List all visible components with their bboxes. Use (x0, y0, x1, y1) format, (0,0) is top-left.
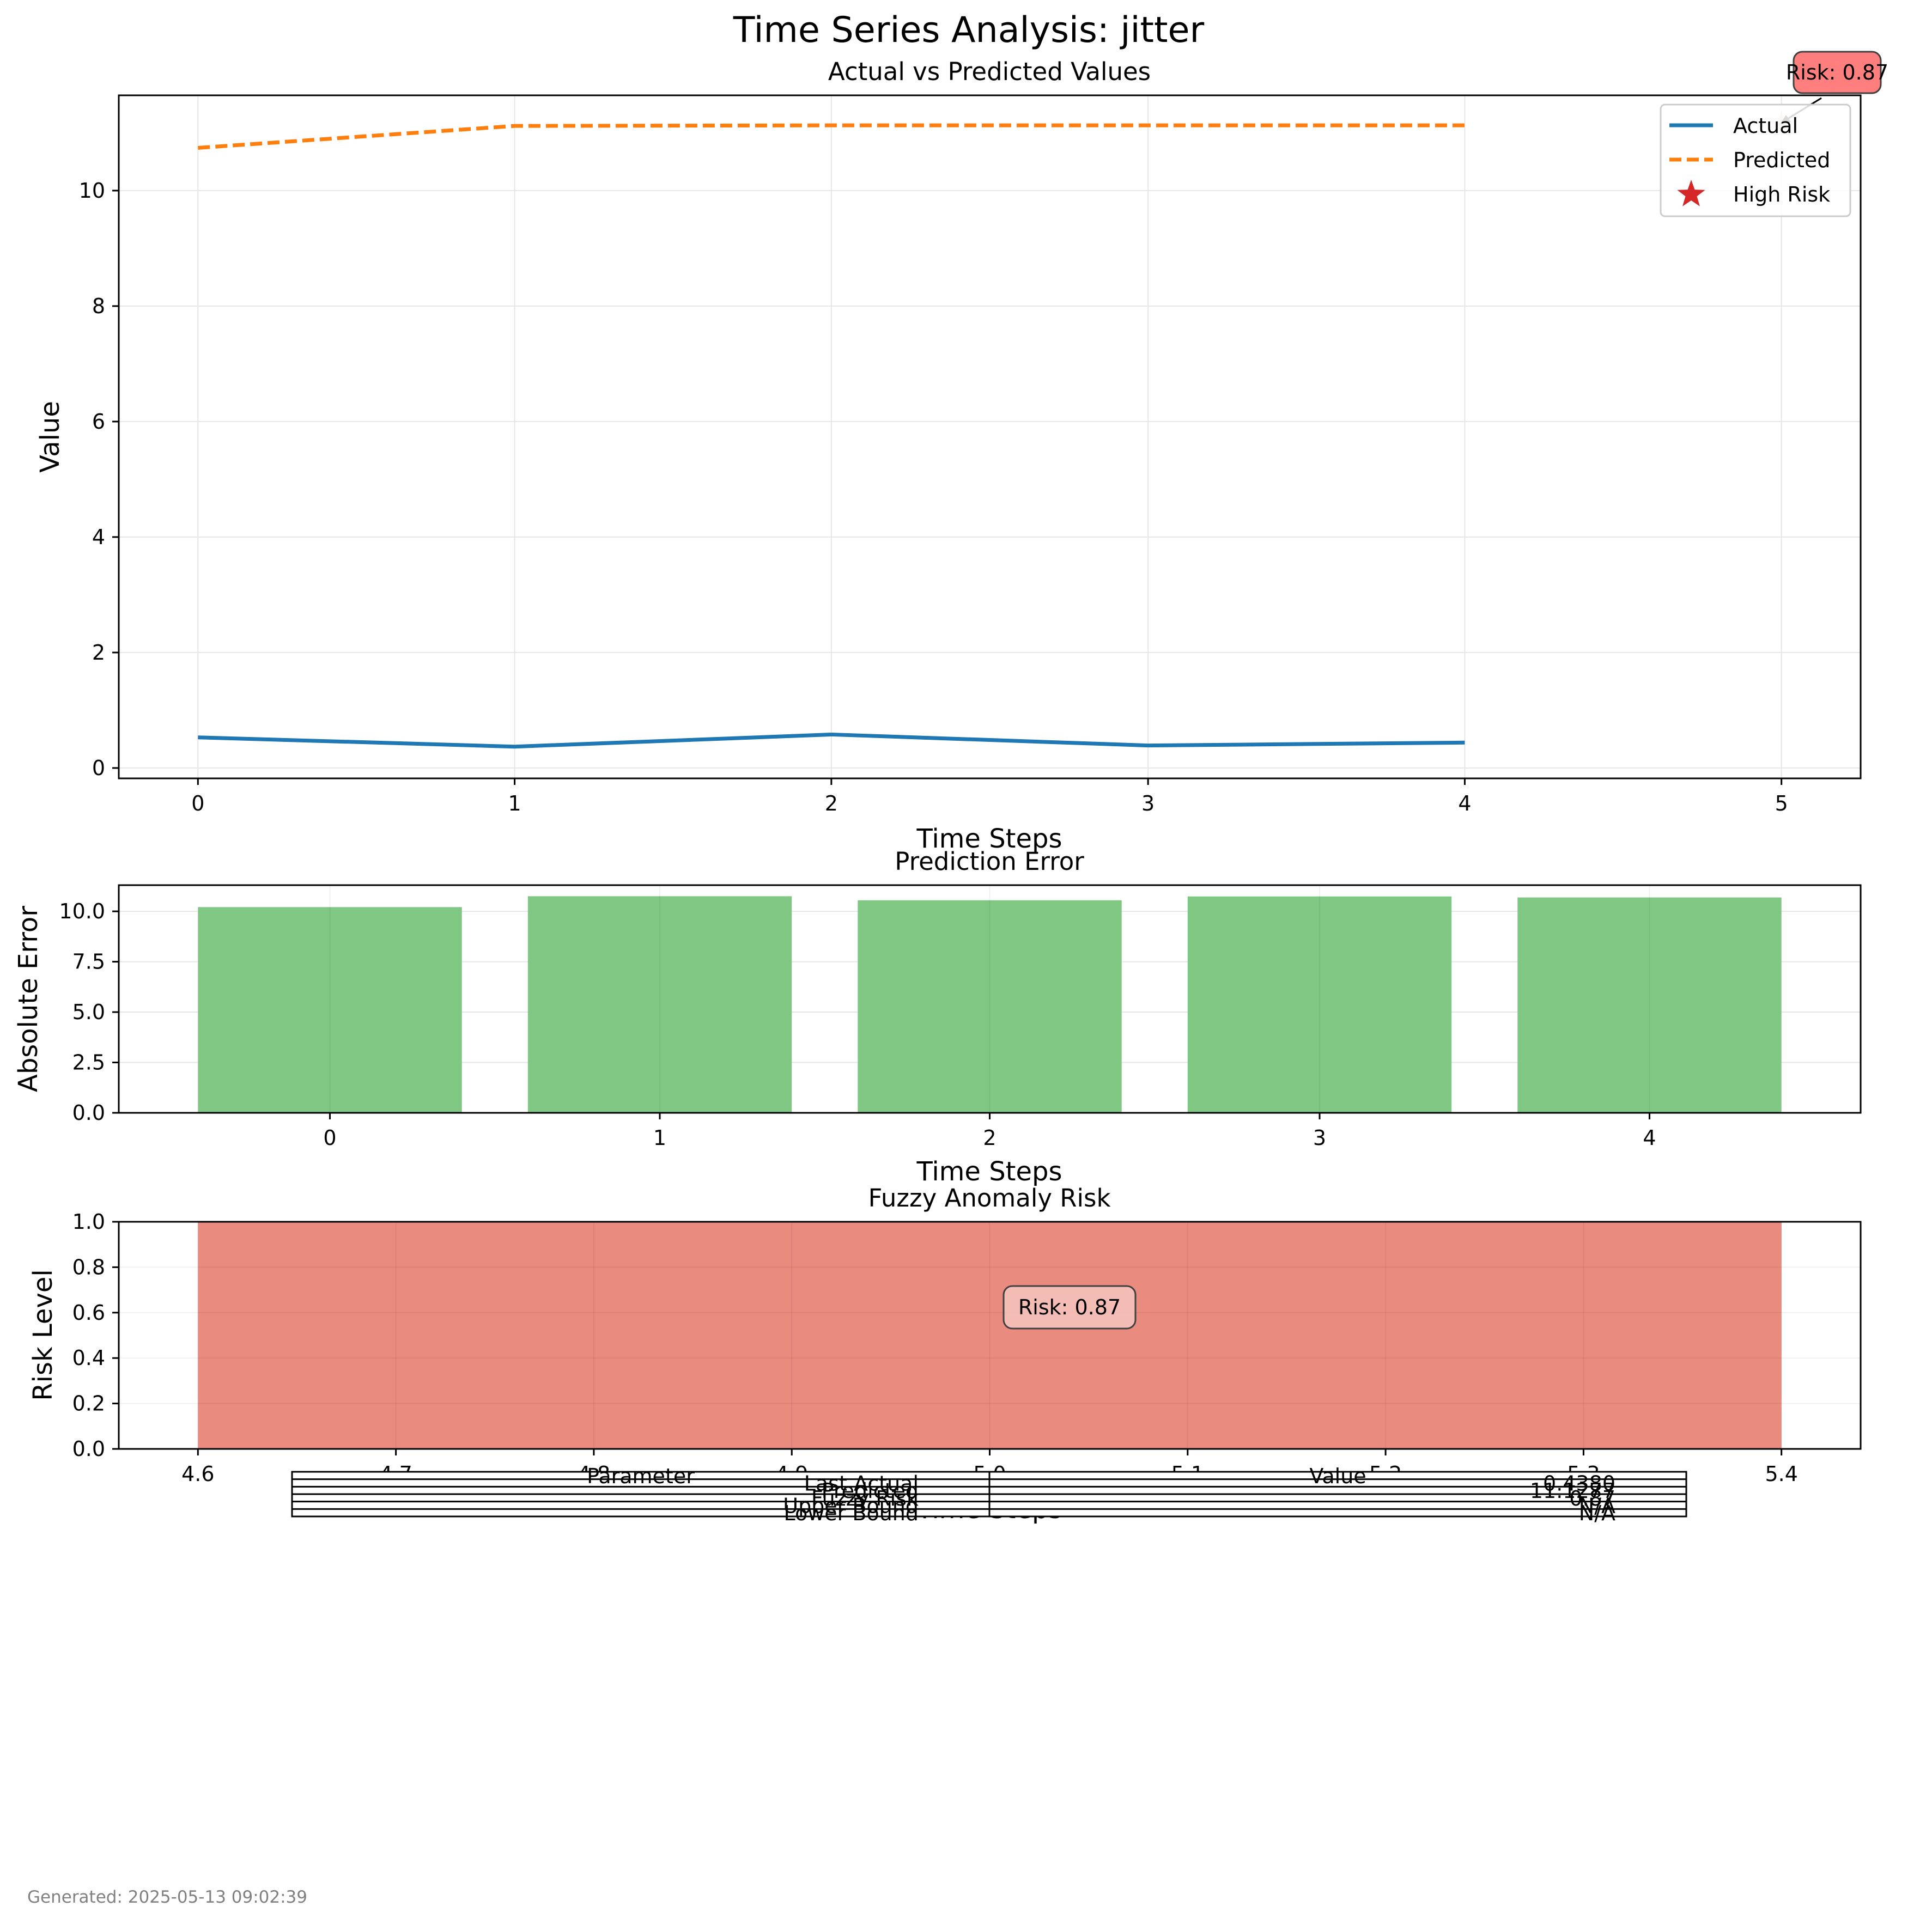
y-tick-label: 0.6 (72, 1301, 105, 1325)
y-tick-label: 7.5 (72, 950, 105, 974)
x-tick-label: 3 (1141, 791, 1155, 815)
annotation-text: Risk: 0.87 (1018, 1295, 1121, 1319)
bars (198, 896, 1782, 1113)
legend-high-risk-star-icon (1677, 180, 1705, 206)
y-tick-label: 2.5 (72, 1051, 105, 1075)
risk-annotation: Risk: 0.87 (1780, 51, 1888, 124)
table-cell-parameter: Lower Bound (783, 1501, 919, 1525)
y-axis-label: Absolute Error (13, 906, 44, 1092)
y-tick-label: 10 (79, 179, 105, 203)
plot-frame (118, 94, 1862, 779)
bars (198, 1222, 1782, 1449)
x-tick-label: 3 (1313, 1126, 1326, 1150)
risk-annotation: Risk: 0.87 (1003, 1285, 1137, 1330)
y-tick-label: 0.4 (72, 1346, 105, 1370)
table-cell-value: 11.1277 (1530, 1479, 1615, 1503)
x-tick-label: 2 (825, 791, 838, 815)
actual-vs-predicted-panel: 0 1 2 3 4 5 0 2 4 6 8 10 Actual vs Predicted Values… (35, 51, 1888, 854)
legend-predicted-label: Predicted (1733, 148, 1830, 172)
y-tick-label: 10.0 (59, 899, 105, 923)
x-tick-label: 5.4 (1765, 1462, 1797, 1486)
x-tick-label: 4.6 (181, 1462, 214, 1486)
table-cell-parameter: Last Actual (804, 1472, 919, 1496)
error-bar (527, 896, 792, 1113)
figure-title: Time Series Analysis: jitter (733, 10, 1205, 51)
y-tick-label: 2 (92, 641, 105, 665)
error-bar (1187, 896, 1452, 1113)
chart-title: Fuzzy Anomaly Risk (868, 1184, 1110, 1213)
risk-bar (198, 1222, 1782, 1449)
x-tick-label: 5 (1775, 791, 1788, 815)
chart-title: Actual vs Predicted Values (828, 57, 1151, 86)
y-tick-label: 6 (92, 410, 105, 434)
table-cell-value: N/A (1579, 1494, 1615, 1518)
y-tick-label: 0.0 (72, 1437, 105, 1461)
legend-frame (1660, 103, 1851, 217)
y-axis-label: Risk Level (28, 1269, 58, 1400)
y-tick-label: 0.2 (72, 1392, 105, 1416)
x-tick-label: 0 (323, 1126, 336, 1150)
error-bar (198, 907, 462, 1113)
legend-high-risk-label: High Risk (1733, 182, 1830, 206)
y-axis-label: Value (35, 401, 65, 473)
fuzzy-risk-panel: 4.64.74.84.95.05.15.25.35.40.00.20.40.60… (28, 1184, 1862, 1525)
table-cell-parameter: Upper Bound (783, 1494, 919, 1518)
x-tick-label: 1 (653, 1126, 666, 1150)
generated-timestamp: Generated: 2025-05-13 09:02:39 (27, 1887, 307, 1907)
y-tick-label: 0.8 (72, 1255, 105, 1279)
legend-actual-label: Actual (1733, 114, 1798, 138)
table-cell-parameter: Predicted (822, 1479, 919, 1503)
table-cell-parameter: Fuzzy Risk (811, 1487, 919, 1510)
x-tick-label: 0 (191, 791, 204, 815)
x-tick-label: 1 (508, 791, 521, 815)
error-bar (1517, 897, 1782, 1113)
annotation-box (1793, 51, 1882, 94)
tick-layer: 0 1 2 3 4 5 0 2 4 6 8 10 (79, 179, 1788, 815)
prediction-error-panel: 0.0 2.5 5.0 7.5 10.0 0 1 2 3 4 Prediction Error T… (13, 847, 1862, 1187)
table-cell-value: N/A (1579, 1501, 1615, 1525)
x-tick-label: 2 (983, 1126, 996, 1150)
plot-area (119, 95, 1861, 778)
x-tick-label: 4 (1458, 791, 1471, 815)
annotation-box (1003, 1285, 1137, 1330)
y-tick-label: 5.0 (72, 1000, 105, 1024)
table-header-cell: Value (1309, 1464, 1366, 1488)
tick-layer: 0.0 2.5 5.0 7.5 10.0 0 1 2 3 4 (59, 899, 1656, 1150)
vertical-grid (329, 885, 1650, 1113)
table-cell-value: 0.87 (1569, 1487, 1615, 1510)
legend: Actual Predicted High Risk (1660, 103, 1851, 217)
y-tick-label: 4 (92, 525, 105, 549)
x-tick-label: 4 (1643, 1126, 1656, 1150)
y-tick-label: 8 (92, 294, 105, 318)
y-tick-label: 0.0 (72, 1101, 105, 1125)
y-tick-label: 1.0 (72, 1210, 105, 1234)
table-cell-value: 0.4380 (1543, 1472, 1615, 1496)
error-bar (858, 900, 1122, 1113)
annotation-text: Risk: 0.87 (1786, 60, 1888, 84)
x-axis-label: Time Steps (916, 824, 1062, 854)
summary-table: Parameter Value Last Actual 0.4380 Predicted… (291, 1464, 1687, 1525)
y-tick-label: 0 (92, 756, 105, 780)
x-axis-label: Time Steps (916, 1156, 1062, 1187)
chart-title: Prediction Error (895, 847, 1084, 876)
table-header-cell: Parameter (587, 1464, 695, 1488)
